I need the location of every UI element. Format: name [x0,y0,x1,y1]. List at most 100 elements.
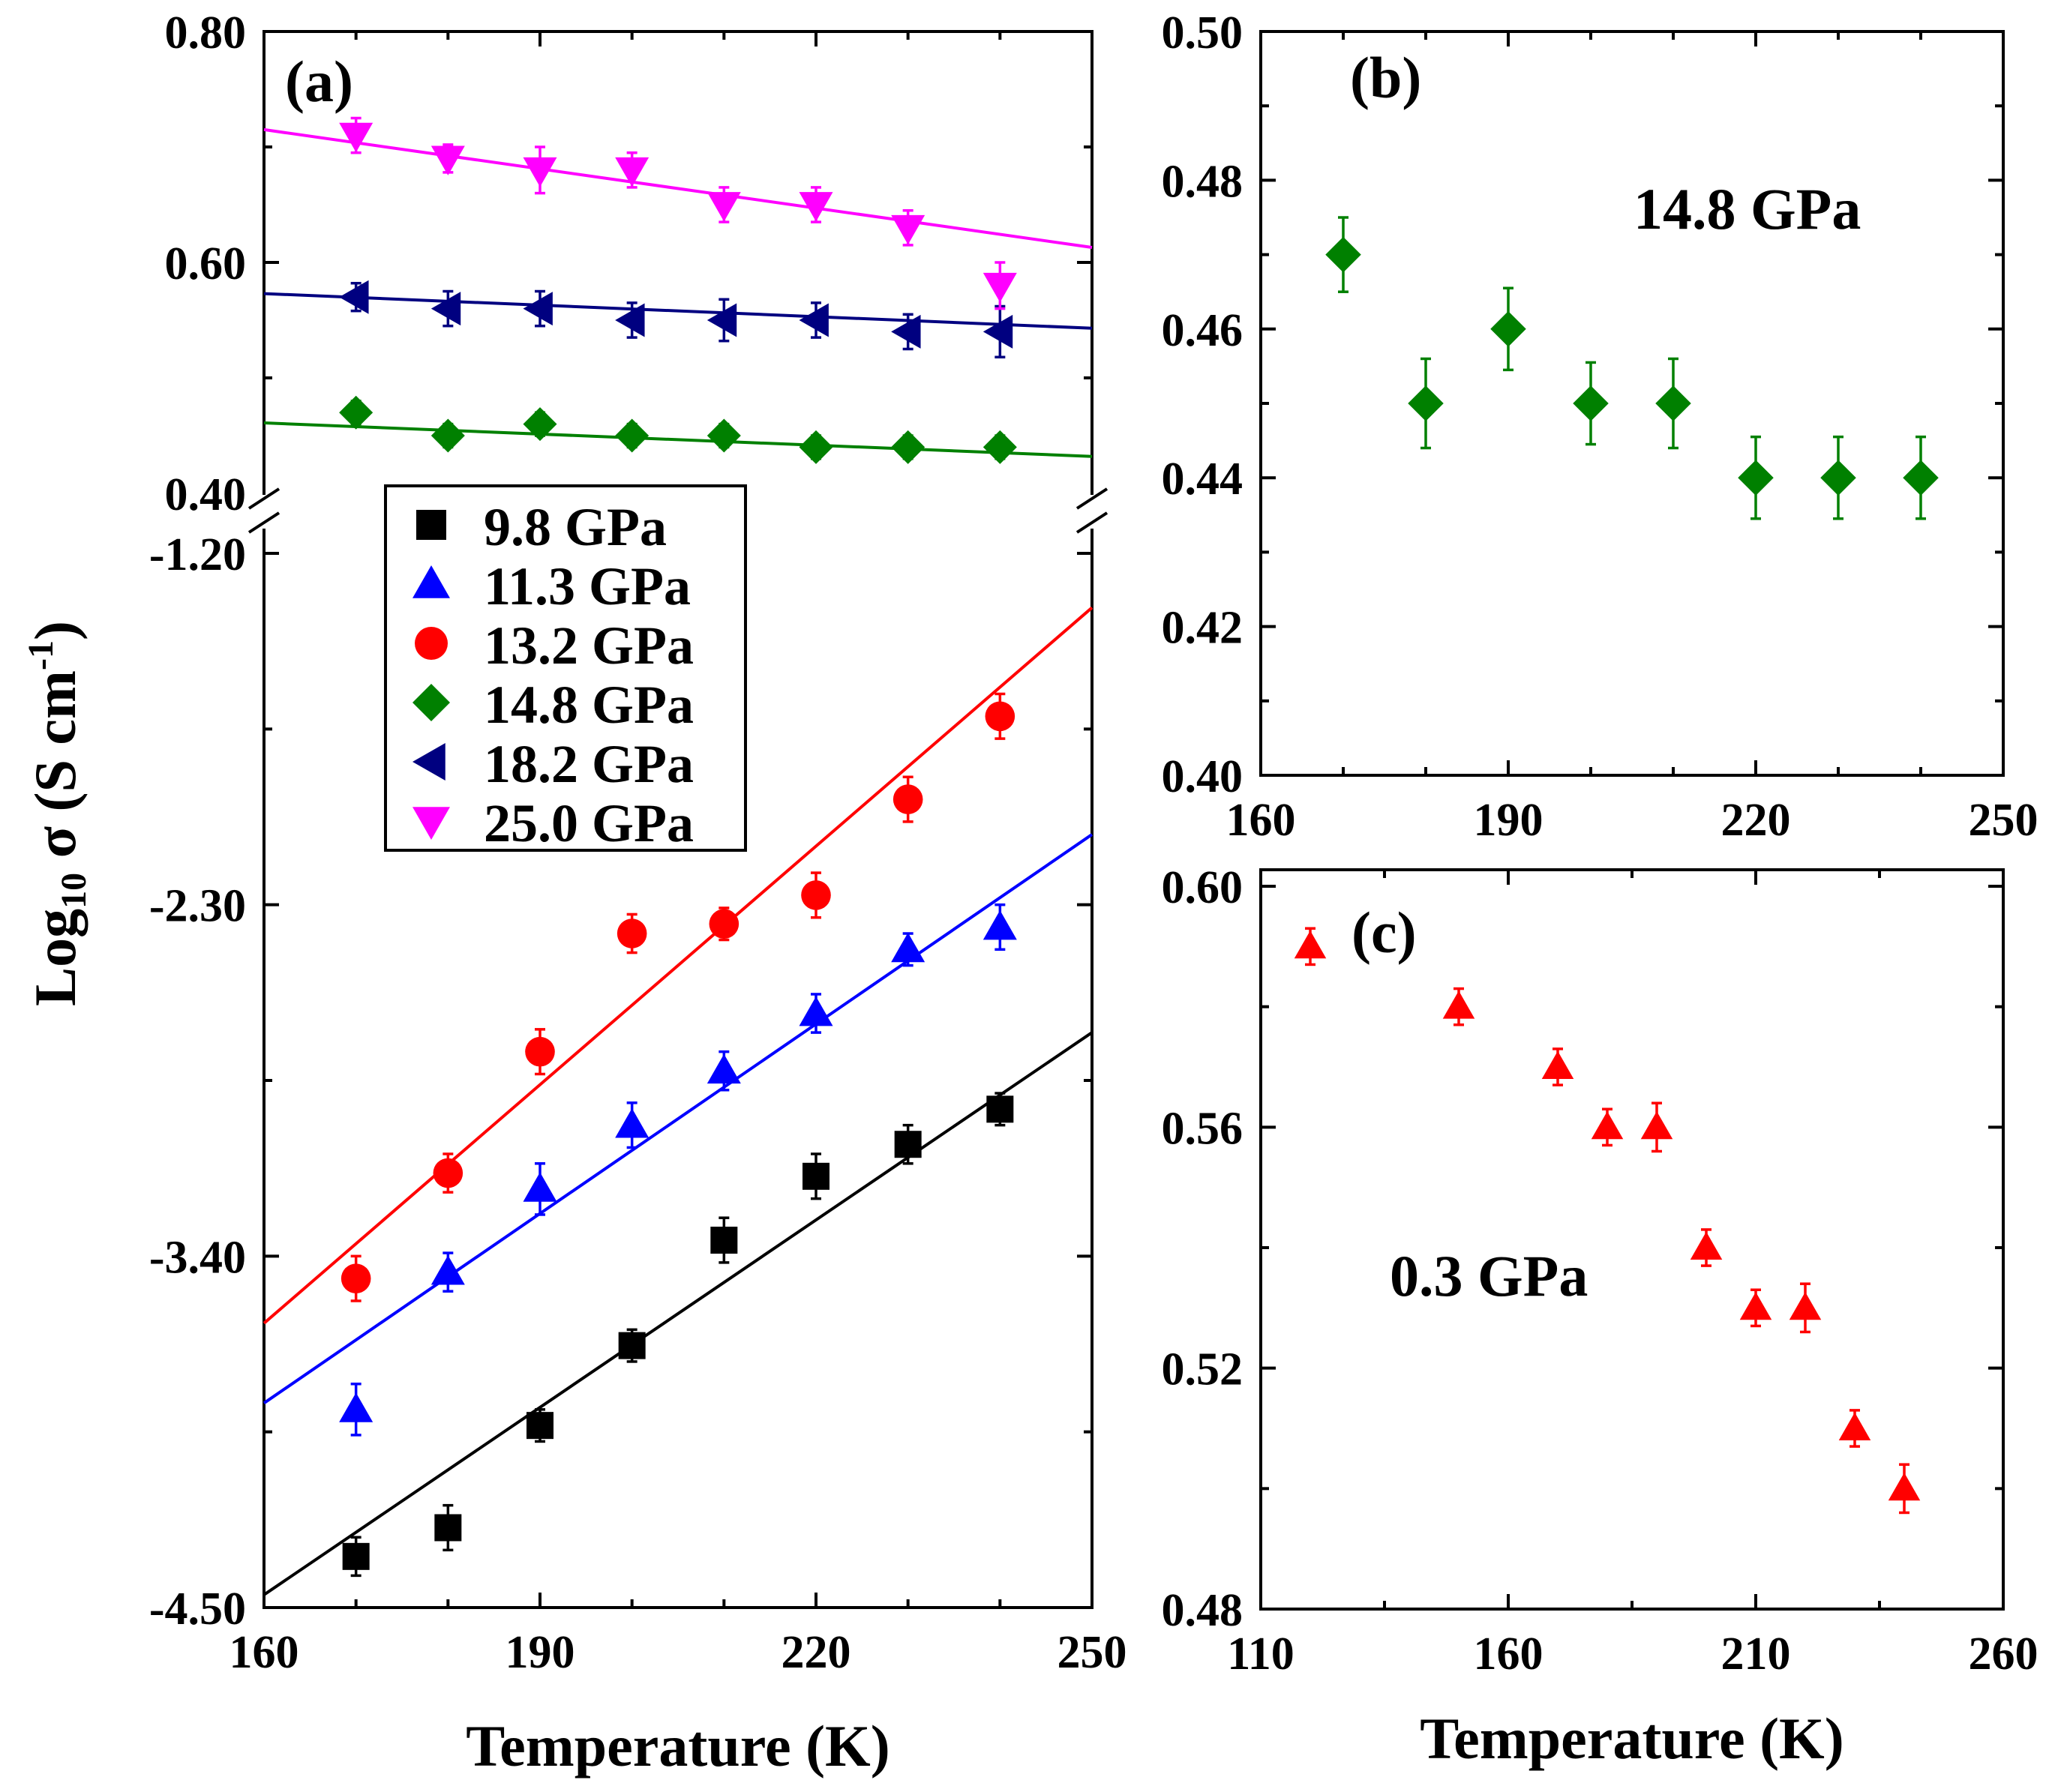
y-tick-label: 0.42 [1162,603,1244,654]
data-point-series-2 [525,1036,555,1067]
data-point-series-5 [982,272,1017,303]
fit-line-series-3 [263,421,1093,458]
x-tick-label: 220 [1721,795,1791,846]
panel-b: 160 190 220 250 0.40 0.42 0.44 0.46 0.48 0.50 (b)… [1162,7,2038,846]
x-tick-label: 190 [506,1627,575,1678]
data-point-series-3 [891,430,926,464]
y-tick-label: 0.40 [1162,751,1244,802]
panel-b-frame [1259,30,2005,777]
data-point-series-4 [430,292,461,326]
x-tick-label: 250 [1058,1627,1127,1678]
data-point-series-0 [986,1095,1014,1123]
panel-a-frame [262,30,1094,1609]
data-point-series-0 [526,1412,554,1440]
fit-line-series-0 [262,1031,1094,1596]
legend-label: 13.2 GPa [484,616,694,676]
data-point [1655,385,1691,421]
data-point [1903,460,1939,496]
y-tick-label: 0.46 [1162,305,1244,356]
data-point [1820,460,1856,496]
data-point-series-1 [523,1172,557,1202]
data-point-series-3 [615,418,650,453]
y-tick-label: 0.44 [1162,454,1244,505]
panel-a-fit-lines [262,127,1094,1596]
data-point-series-4 [339,280,369,314]
data-point-series-1 [891,932,926,963]
data-point-series-4 [982,314,1013,349]
data-point-series-2 [340,1263,371,1293]
x-tick-label: 160 [1474,1629,1544,1680]
panel-a-label: (a) [285,49,353,114]
data-point-series-2 [433,1158,464,1188]
data-point [1738,460,1774,496]
y-axis-label-a: Log10 σ (S cm-1) [21,621,94,1006]
y-tick-label: 0.48 [1162,156,1244,207]
data-point-series-1 [706,1053,741,1084]
data-point-series-0 [894,1131,922,1158]
x-axis-label-c: Temperature (K) [1420,1706,1844,1771]
panel-b-label: (b) [1350,45,1421,110]
data-point [1739,1292,1772,1320]
y-tick-label: 0.40 [165,469,247,520]
data-point [1541,1050,1574,1079]
fit-line-series-4 [263,292,1093,330]
data-point [1888,1473,1921,1501]
data-point-series-1 [799,996,833,1026]
data-point [1442,990,1475,1019]
data-point [1789,1292,1822,1320]
panel-b-tick-labels: 160 190 220 250 0.40 0.42 0.44 0.46 0.48 0.50 [1162,7,2038,846]
panel-c-data-points [1294,927,1921,1515]
data-point-series-0 [434,1514,462,1542]
panel-b-data-points [1325,216,1939,520]
panel-a: 160 190 220 250 0.60 0.80 0.40 -4.50 -3.40 -2.30 -… [21,7,1127,1779]
y-tick-label: 0.80 [165,7,247,58]
y-tick-label: -1.20 [149,529,246,580]
panel-c-tick-labels: 110 160 210 260 0.48 0.52 0.56 0.60 [1162,862,2038,1680]
fit-line-series-1 [262,833,1094,1404]
x-tick-label: 190 [1474,795,1544,846]
x-tick-label: 250 [1969,795,2038,846]
panel-b-ticks [1259,30,2005,777]
data-point-series-2 [709,909,740,939]
y-tick-label: -4.50 [149,1584,246,1635]
data-point-series-0 [618,1332,646,1359]
data-point-series-5 [430,145,465,175]
data-point-series-4 [706,303,737,337]
legend-label: 25.0 GPa [484,793,694,853]
y-tick-label: 0.48 [1162,1585,1244,1636]
data-point-series-3 [706,418,741,453]
legend-marker [412,684,450,721]
data-point-series-2 [616,918,647,948]
data-point [1294,930,1327,959]
x-tick-label: 260 [1969,1629,2038,1680]
fit-line-series-5 [263,127,1093,249]
data-point-series-3 [430,418,465,453]
data-point-series-1 [339,1392,374,1422]
data-point-series-3 [339,395,374,430]
y-tick-label: 0.60 [1162,862,1244,913]
data-point-series-5 [339,122,374,153]
data-point-series-0 [710,1227,738,1254]
data-point-series-5 [891,214,926,245]
x-tick-label: 220 [782,1627,851,1678]
y-tick-label: 0.50 [1162,7,1244,58]
data-point [1838,1412,1871,1440]
panel-b-annotation: 14.8 GPa [1634,176,1861,241]
data-point-series-2 [801,880,831,910]
fit-line-series-2 [262,606,1094,1325]
data-point-series-3 [799,430,833,464]
data-point [1490,311,1526,347]
data-point-series-4 [615,303,645,337]
panel-c: 110 160 210 260 0.48 0.52 0.56 0.60 (c) 0.3 GPa… [1162,862,2038,1771]
data-point [1690,1231,1723,1260]
x-tick-label: 210 [1721,1629,1791,1680]
data-point-series-5 [615,157,650,187]
legend-marker [415,627,448,660]
data-point-series-3 [982,430,1017,464]
panel-a-data-points [339,116,1017,1578]
legend-label: 9.8 GPa [484,497,667,557]
data-point-series-5 [706,192,741,222]
axis-break-marks [248,487,1108,534]
